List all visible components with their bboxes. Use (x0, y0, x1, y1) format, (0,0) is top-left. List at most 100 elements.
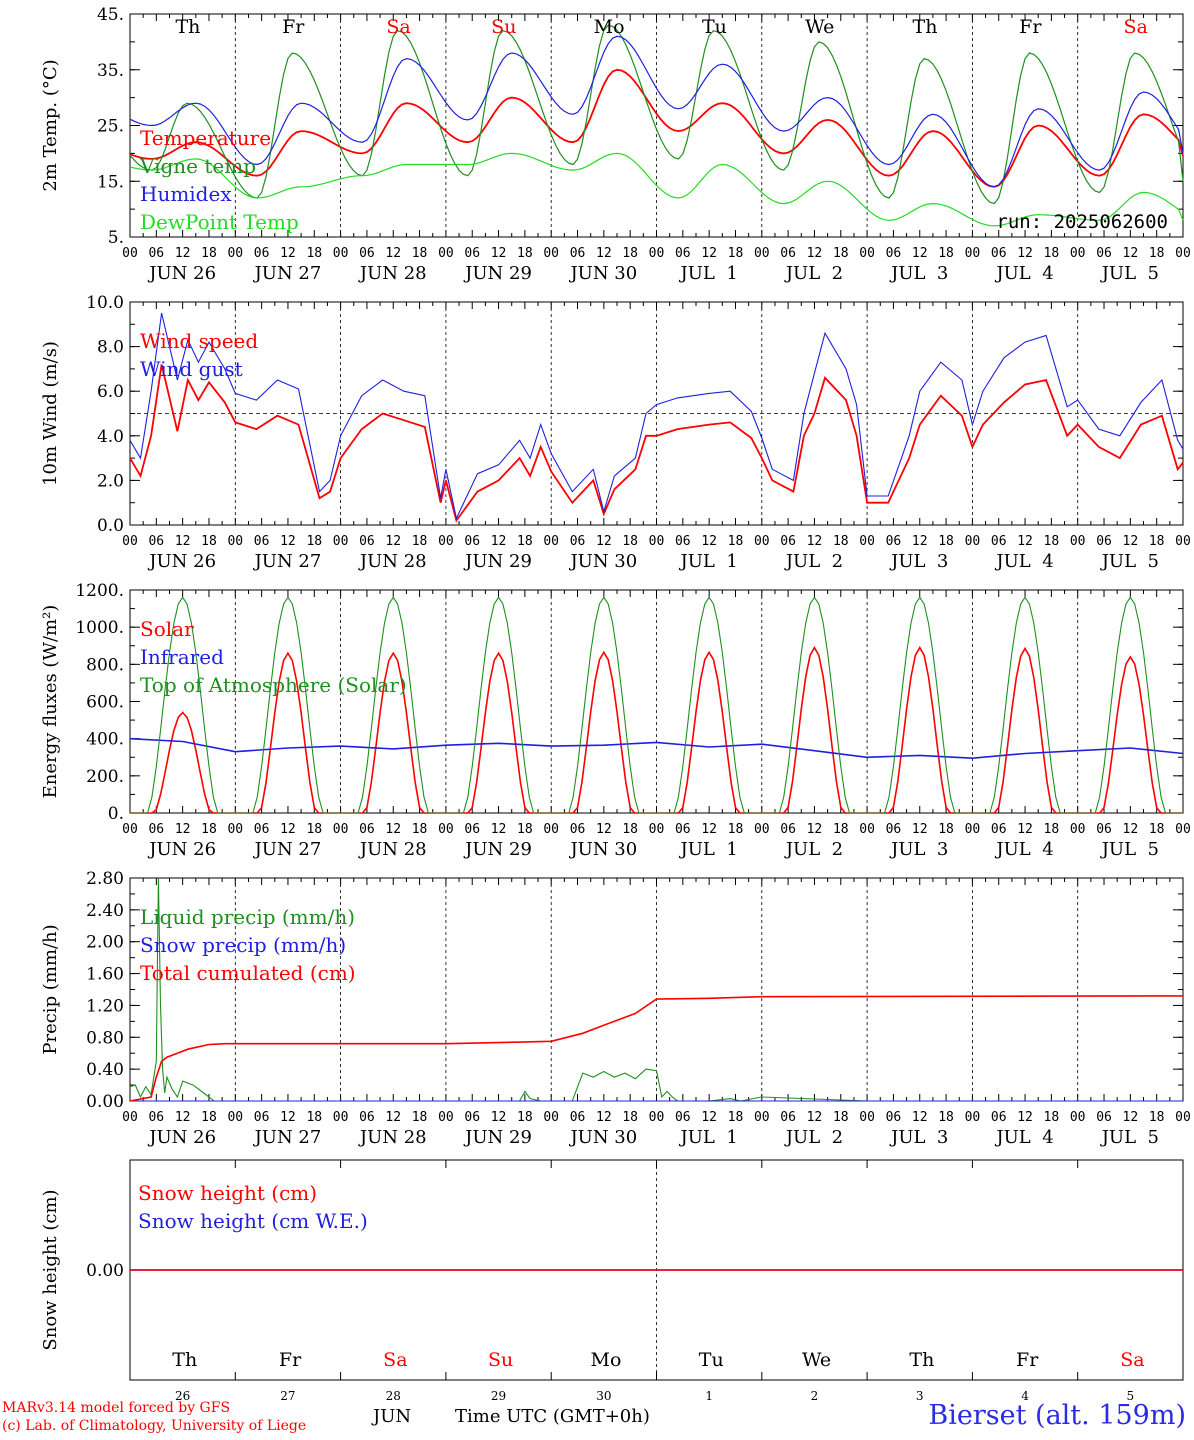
hour-tick-label: 06 (675, 534, 691, 549)
hour-tick-label: 18 (517, 1110, 533, 1125)
day-number-label: 4 (1021, 1389, 1029, 1403)
hour-tick-label: 00 (438, 822, 454, 837)
hour-tick-label: 06 (991, 1110, 1007, 1125)
hour-tick-label: 12 (175, 246, 191, 261)
hour-tick-label: 06 (464, 1110, 480, 1125)
hour-tick-label: 06 (675, 1110, 691, 1125)
hour-tick-label: 18 (622, 246, 638, 261)
date-label: JUL 5 (1100, 1127, 1159, 1148)
day-number-label: 2 (811, 1389, 819, 1403)
series-line-wind-gust (129, 312, 1184, 521)
day-number-label: 3 (916, 1389, 924, 1403)
hour-tick-label: 06 (148, 534, 164, 549)
y-tick-label: 0.80 (86, 1028, 124, 1048)
day-name-label: Su (491, 16, 516, 38)
series-line-top-of-atmosphere-solar- (130, 596, 1183, 814)
legend-entry: Snow height (cm W.E.) (138, 1209, 368, 1233)
hour-tick-label: 00 (438, 1110, 454, 1125)
date-label: JUL 3 (889, 1127, 948, 1148)
panel-frame (129, 589, 1184, 814)
y-tick-label: 25. (97, 117, 124, 137)
hour-tick-label: 18 (833, 1110, 849, 1125)
hour-tick-label: 06 (464, 822, 480, 837)
day-number-label: 29 (491, 1389, 506, 1403)
hour-tick-label: 06 (359, 1110, 375, 1125)
hour-tick-label: 18 (1149, 534, 1165, 549)
y-tick-label: 1.60 (86, 965, 124, 985)
hour-tick-label: 06 (464, 534, 480, 549)
day-name-label: Fr (1019, 16, 1042, 38)
date-label: JUL 4 (994, 1127, 1053, 1148)
run-label: run: 2025062600 (996, 211, 1168, 233)
hour-tick-label: 00 (227, 246, 243, 261)
hour-tick-label: 00 (227, 822, 243, 837)
legend-entry: Liquid precip (mm/h) (140, 905, 355, 929)
hour-tick-label: 00 (649, 822, 665, 837)
legend-entry: Wind gust (140, 357, 243, 381)
legend-entry: Snow precip (mm/h) (140, 933, 346, 957)
hour-tick-label: 18 (1149, 1110, 1165, 1125)
hour-tick-label: 06 (886, 534, 902, 549)
hour-tick-label: 12 (491, 534, 507, 549)
hour-tick-label: 12 (385, 1110, 401, 1125)
date-label: JUL 1 (679, 839, 738, 860)
legend-entry: Solar (140, 617, 194, 641)
day-name-label: Mo (594, 16, 625, 38)
hour-tick-label: 18 (517, 822, 533, 837)
y-axis-label: Snow height (cm) (40, 1189, 61, 1350)
hour-tick-label: 12 (912, 246, 928, 261)
panel-precip (129, 877, 1184, 1102)
hour-tick-label: 18 (201, 534, 217, 549)
hour-tick-label: 00 (122, 1110, 138, 1125)
hour-tick-label: 18 (728, 246, 744, 261)
hour-tick-label: 18 (412, 1110, 428, 1125)
date-label: JUN 30 (568, 263, 637, 284)
y-axis-label: 10m Wind (m/s) (40, 341, 61, 486)
station-name: Bierset (alt. 159m) (928, 1400, 1186, 1431)
hour-tick-label: 18 (1044, 534, 1060, 549)
hour-tick-label: 12 (1017, 246, 1033, 261)
hour-tick-label: 00 (965, 534, 981, 549)
hour-tick-label: 06 (886, 1110, 902, 1125)
legend-entry: Infrared (140, 645, 224, 669)
series-line-temperature (129, 68, 1184, 188)
hour-tick-label: 12 (280, 822, 296, 837)
hour-tick-label: 06 (570, 1110, 586, 1125)
day-name-label: Sa (1123, 16, 1147, 38)
y-tick-label: 400. (86, 730, 124, 750)
hour-tick-label: 18 (833, 822, 849, 837)
series-line-humidex (129, 35, 1184, 188)
hour-tick-label: 12 (807, 1110, 823, 1125)
date-label: JUL 5 (1100, 263, 1159, 284)
hour-tick-label: 00 (859, 246, 875, 261)
hour-tick-label: 00 (227, 1110, 243, 1125)
series-line-liquid-precip-mm-h- (129, 877, 1183, 1102)
hour-tick-label: 06 (780, 1110, 796, 1125)
hour-tick-label: 12 (385, 822, 401, 837)
hour-tick-label: 18 (306, 822, 322, 837)
y-tick-label: 35. (97, 61, 124, 81)
hour-tick-label: 06 (359, 822, 375, 837)
day-name-label: Th (913, 16, 938, 38)
hour-tick-label: 06 (359, 246, 375, 261)
y-tick-label: 4.0 (97, 427, 124, 447)
hour-tick-label: 12 (807, 534, 823, 549)
hour-tick-label: 18 (728, 534, 744, 549)
y-tick-label: 0.00 (86, 1092, 124, 1112)
hour-tick-label: 12 (596, 534, 612, 549)
date-label: JUL 3 (889, 263, 948, 284)
y-axis-label: Precip (mm/h) (40, 924, 61, 1054)
month-label: JUN (373, 1406, 412, 1427)
hour-tick-label: 18 (201, 822, 217, 837)
hour-tick-label: 18 (938, 822, 954, 837)
hour-tick-label: 18 (1149, 822, 1165, 837)
y-tick-label: 200. (86, 767, 124, 787)
date-label: JUL 1 (679, 263, 738, 284)
hour-tick-label: 18 (306, 1110, 322, 1125)
day-name-label: Mo (591, 1349, 622, 1371)
hour-tick-label: 18 (201, 246, 217, 261)
hour-tick-label: 18 (1044, 246, 1060, 261)
hour-tick-label: 18 (1149, 246, 1165, 261)
hour-tick-label: 18 (833, 246, 849, 261)
hour-tick-label: 12 (385, 534, 401, 549)
